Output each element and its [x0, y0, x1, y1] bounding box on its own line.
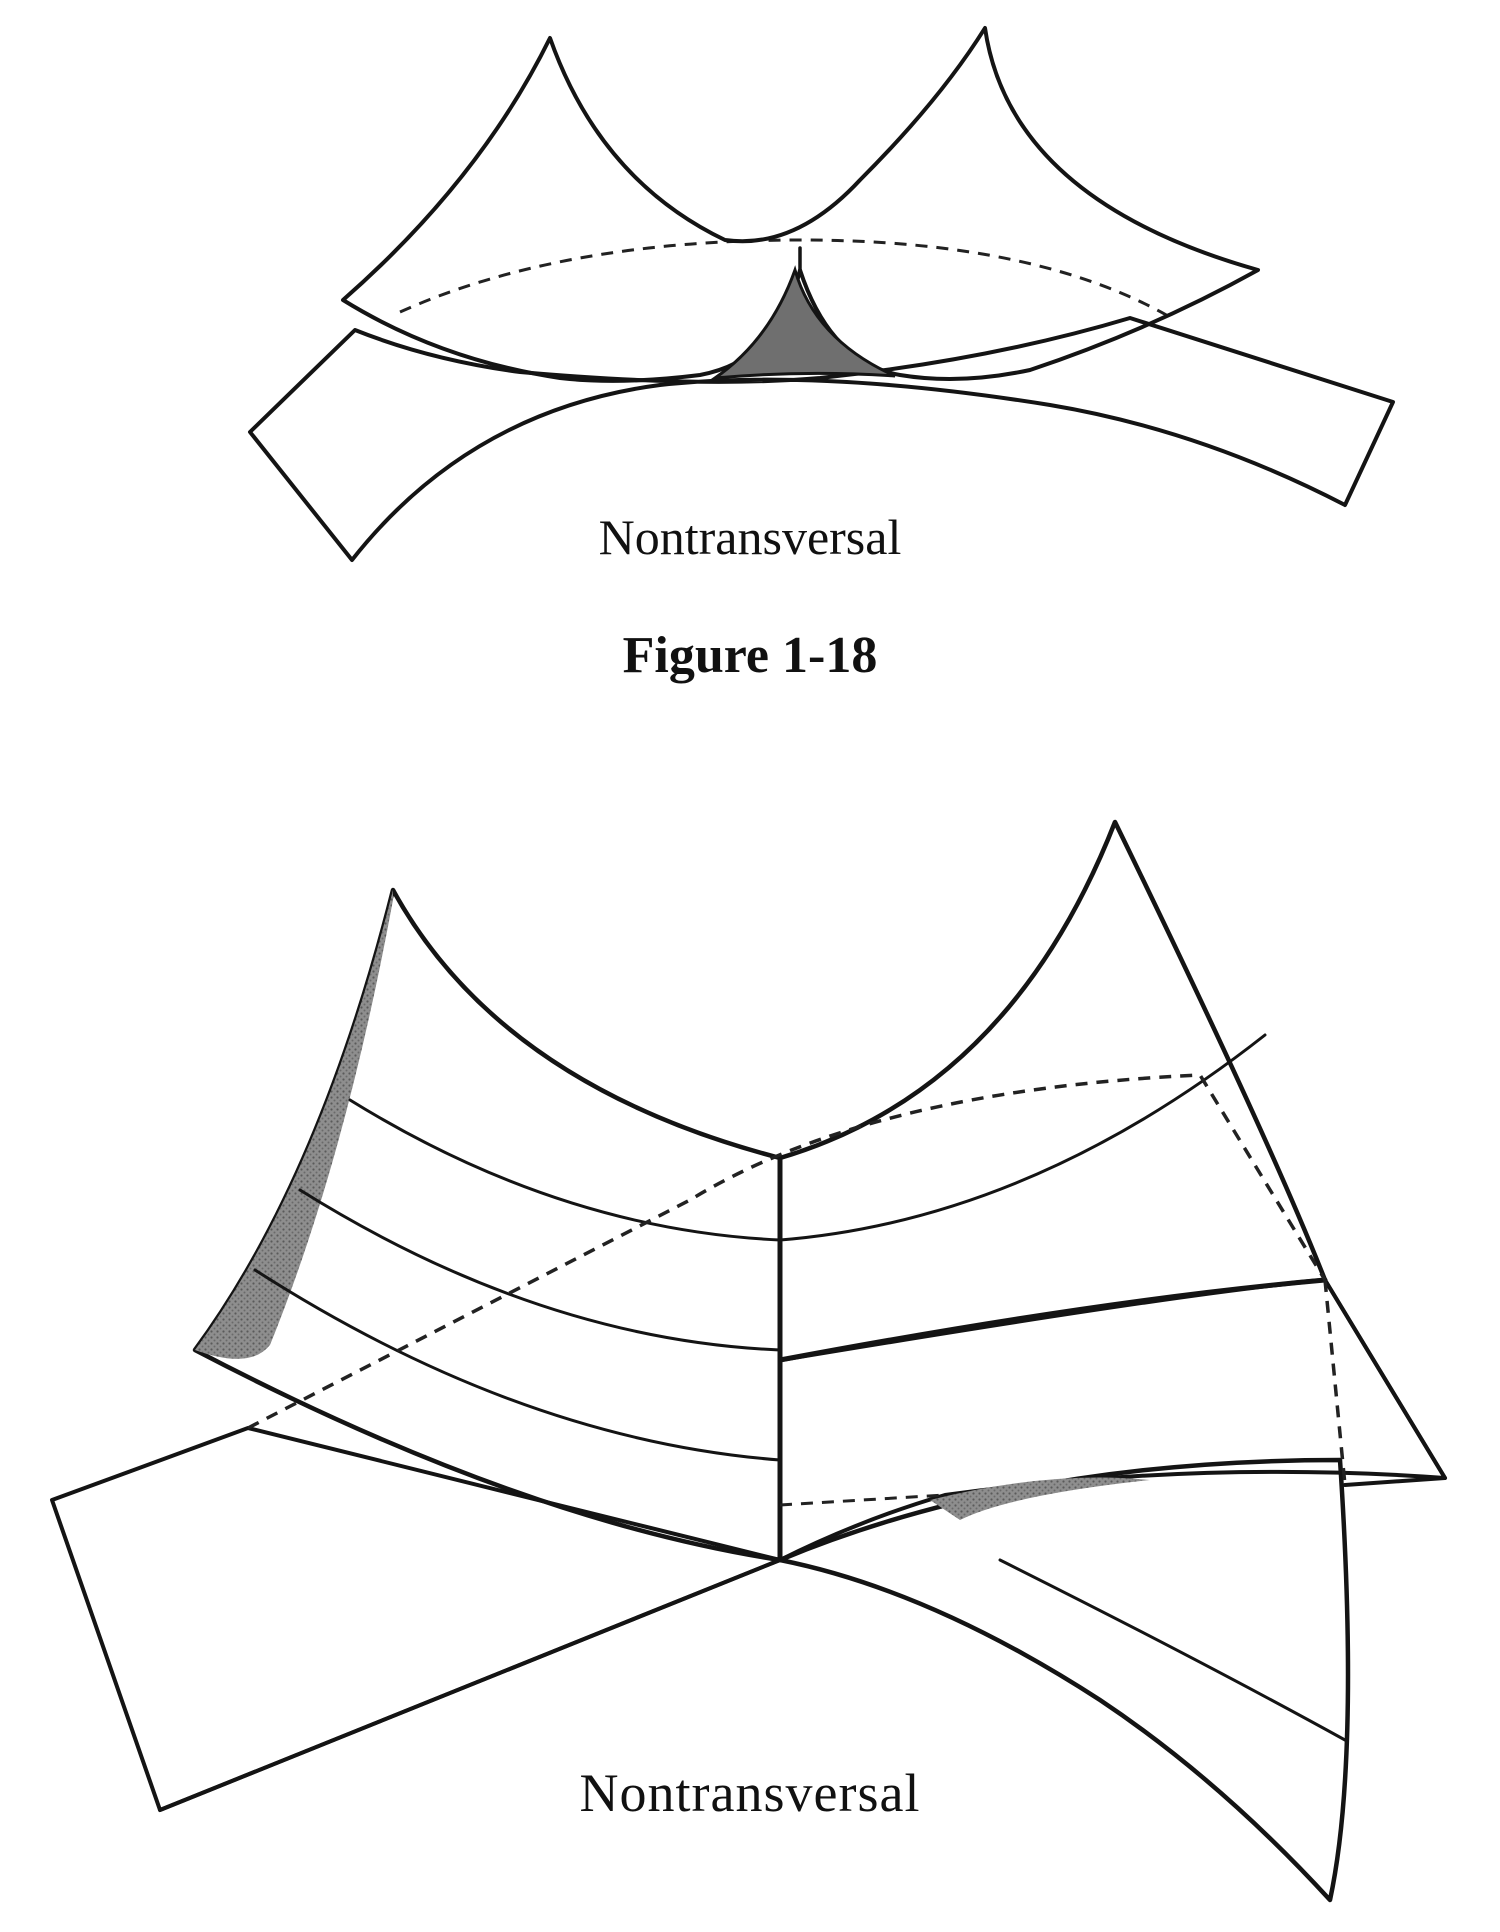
contour-3: [253, 1268, 782, 1462]
saddle-right-lower-dark: [930, 1477, 1150, 1520]
top-hidden-arc: [399, 238, 1176, 322]
figure-label: Figure 1-18: [622, 627, 878, 684]
right-plane-edge: [1323, 1278, 1447, 1487]
saddle-right-half: [777, 819, 1328, 1363]
top-lower-band: [248, 316, 1395, 562]
bottom-caption: Nontransversal: [579, 1763, 921, 1823]
top-upper-surface: [341, 26, 1260, 383]
left-plane: [50, 1426, 782, 1812]
hidden-line-3: [779, 1493, 946, 1507]
hidden-line-2: [1323, 1279, 1347, 1486]
saddle-left-half: [192, 887, 783, 1563]
hidden-line-1: [247, 1073, 1327, 1430]
saddle-left-rim: [195, 890, 393, 1359]
top-surfaces-svg: [248, 26, 1395, 562]
right-boundary: [777, 1277, 1328, 1363]
saddle-right-lower: [777, 1457, 1351, 1903]
contour-4: [778, 1033, 1267, 1242]
bottom-surfaces-svg: [50, 819, 1447, 1903]
top-caption: Nontransversal: [598, 509, 902, 565]
top-diagram: Nontransversal Figure 1-18: [0, 0, 1500, 684]
bottom-diagram: Nontransversal: [0, 760, 1500, 1932]
contour-5: [998, 1558, 1347, 1742]
contour-1: [348, 1098, 782, 1242]
contour-2: [298, 1188, 782, 1352]
top-contact-region: [709, 265, 896, 380]
front-plane-edge: [158, 1558, 782, 1812]
